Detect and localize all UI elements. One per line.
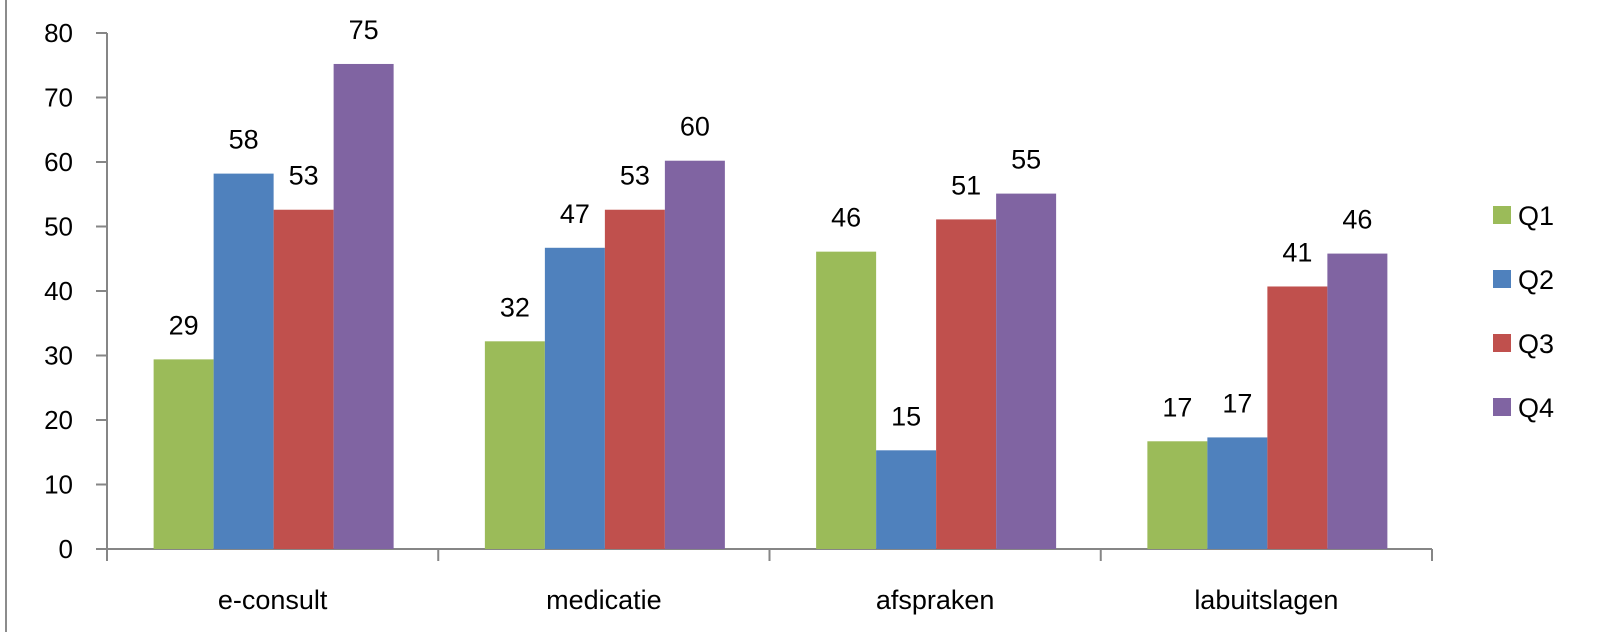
data-label-q1-afspraken: 46 bbox=[831, 203, 861, 233]
bar-q2-labuitslagen bbox=[1207, 437, 1268, 549]
bar-q2-afspraken bbox=[876, 450, 937, 549]
data-label-q1-medicatie: 32 bbox=[500, 292, 530, 322]
legend-swatch-q4 bbox=[1493, 398, 1511, 416]
legend-label-q4: Q4 bbox=[1518, 393, 1554, 423]
legend-label-q2: Q2 bbox=[1518, 265, 1554, 295]
y-tick-label: 50 bbox=[44, 212, 73, 242]
data-label-q4-medicatie: 60 bbox=[680, 112, 710, 142]
bar-q1-medicatie bbox=[484, 341, 545, 549]
legend-swatch-q1 bbox=[1493, 206, 1511, 224]
data-label-q3-afspraken: 51 bbox=[951, 170, 981, 200]
data-label-q2-e-consult: 58 bbox=[229, 125, 259, 155]
legend: Q1 Q2 Q3 Q4 bbox=[1493, 201, 1554, 423]
y-tick-label: 0 bbox=[59, 534, 73, 564]
data-label-q1-labuitslagen: 17 bbox=[1162, 392, 1192, 422]
y-tick-label: 30 bbox=[44, 341, 73, 371]
y-tick-label: 40 bbox=[44, 276, 73, 306]
legend-label-q3: Q3 bbox=[1518, 329, 1554, 359]
bar-q4-e-consult bbox=[333, 63, 394, 550]
bar-q1-e-consult bbox=[153, 359, 214, 549]
data-label-q1-e-consult: 29 bbox=[169, 310, 199, 340]
bar-q4-afspraken bbox=[996, 193, 1057, 550]
y-tick-label: 70 bbox=[44, 83, 73, 113]
x-category-label-afspraken: afspraken bbox=[876, 585, 995, 615]
bar-q3-labuitslagen bbox=[1267, 286, 1328, 549]
x-category-label-e-consult: e-consult bbox=[218, 585, 328, 615]
x-axis: e-consult medicatie afspraken labuitslagen bbox=[106, 548, 1433, 615]
x-category-label-medicatie: medicatie bbox=[546, 585, 662, 615]
y-tick-label: 10 bbox=[44, 470, 73, 500]
bar-q4-labuitslagen bbox=[1327, 253, 1388, 549]
bar-q3-e-consult bbox=[273, 209, 334, 550]
bar-q2-medicatie bbox=[544, 247, 605, 549]
x-category-label-labuitslagen: labuitslagen bbox=[1194, 585, 1338, 615]
data-label-q3-labuitslagen: 41 bbox=[1282, 237, 1312, 267]
data-label-q2-labuitslagen: 17 bbox=[1222, 388, 1252, 418]
bar-q1-labuitslagen bbox=[1147, 441, 1208, 549]
y-axis: 0 10 20 30 40 50 60 70 80 bbox=[44, 18, 108, 564]
data-label-q4-afspraken: 55 bbox=[1011, 145, 1041, 175]
data-label-q3-medicatie: 53 bbox=[620, 161, 650, 191]
y-tick-label: 60 bbox=[44, 147, 73, 177]
bar-q4-medicatie bbox=[664, 160, 725, 549]
y-tick-label: 20 bbox=[44, 405, 73, 435]
bar-q3-medicatie bbox=[604, 209, 665, 550]
data-label-q2-afspraken: 15 bbox=[891, 401, 921, 431]
legend-swatch-q2 bbox=[1493, 270, 1511, 288]
legend-swatch-q3 bbox=[1493, 334, 1511, 352]
bar-q3-afspraken bbox=[936, 219, 997, 549]
data-label-q3-e-consult: 53 bbox=[289, 161, 319, 191]
bar-q1-afspraken bbox=[816, 251, 877, 549]
data-label-q4-e-consult: 75 bbox=[349, 15, 379, 45]
data-labels: 29 58 53 75 32 47 53 60 46 15 51 55 17 17 41 46 bbox=[169, 15, 1373, 431]
y-tick-label: 80 bbox=[44, 18, 73, 48]
legend-label-q1: Q1 bbox=[1518, 201, 1554, 231]
bar-q2-e-consult bbox=[213, 173, 274, 550]
bar-series-group bbox=[153, 63, 1388, 550]
data-label-q4-labuitslagen: 46 bbox=[1342, 205, 1372, 235]
data-label-q2-medicatie: 47 bbox=[560, 199, 590, 229]
